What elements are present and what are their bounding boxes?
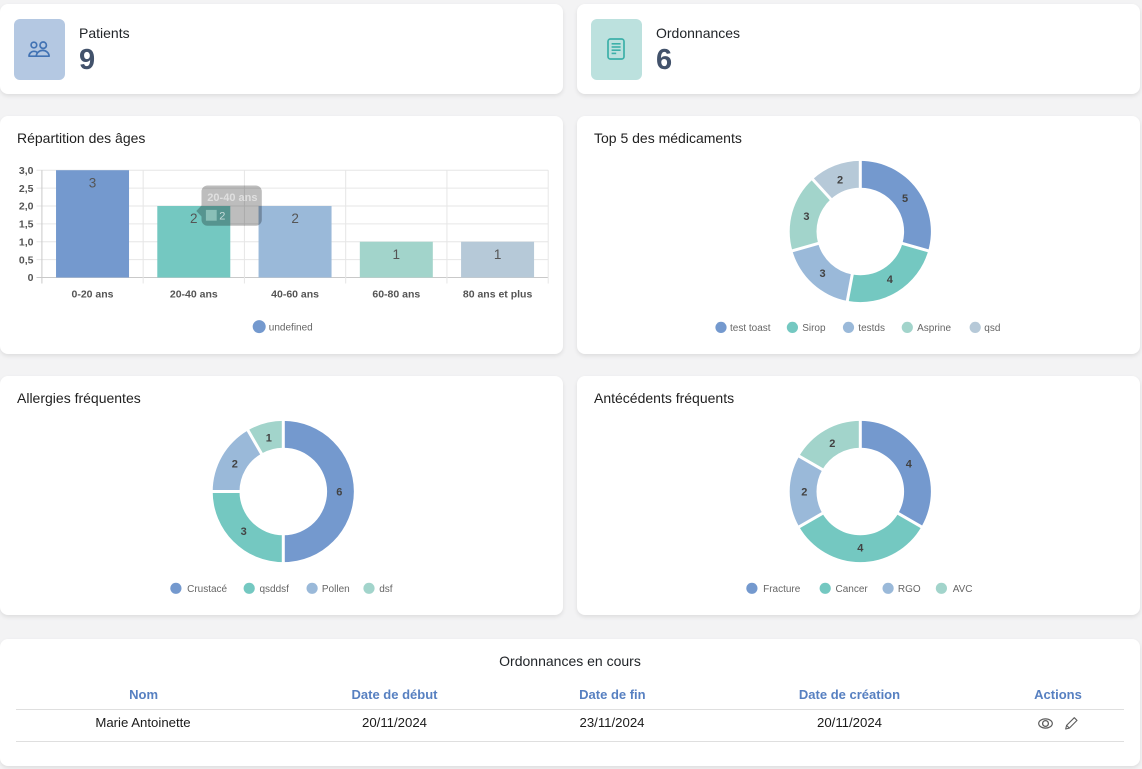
svg-text:dsf: dsf	[379, 584, 393, 595]
svg-text:qsd: qsd	[984, 323, 1000, 334]
svg-text:2: 2	[219, 210, 225, 222]
svg-text:1: 1	[266, 432, 272, 444]
svg-text:4: 4	[906, 459, 913, 471]
svg-text:Cancer: Cancer	[836, 584, 869, 595]
svg-text:AVC: AVC	[953, 584, 973, 595]
svg-text:2: 2	[829, 438, 835, 450]
svg-text:Asprine: Asprine	[917, 323, 951, 334]
svg-text:6: 6	[336, 487, 342, 499]
svg-text:RGO: RGO	[898, 584, 921, 595]
svg-text:0,5: 0,5	[19, 254, 34, 266]
svg-text:3: 3	[241, 526, 247, 538]
svg-text:20-40 ans: 20-40 ans	[170, 289, 218, 301]
svg-text:1,0: 1,0	[19, 236, 34, 248]
svg-text:20-40 ans: 20-40 ans	[207, 192, 257, 204]
svg-text:40-60 ans: 40-60 ans	[271, 289, 319, 301]
svg-text:qsddsf: qsddsf	[260, 584, 290, 595]
svg-text:2: 2	[232, 459, 238, 471]
svg-text:2: 2	[837, 174, 843, 186]
svg-text:4: 4	[887, 274, 894, 286]
svg-text:3: 3	[803, 211, 809, 223]
svg-text:60-80 ans: 60-80 ans	[372, 289, 420, 301]
svg-text:5: 5	[902, 193, 908, 205]
svg-text:1,5: 1,5	[19, 219, 34, 231]
svg-text:2: 2	[291, 211, 299, 226]
svg-text:0-20 ans: 0-20 ans	[71, 289, 113, 301]
svg-text:test toast: test toast	[730, 323, 771, 334]
svg-text:3: 3	[820, 268, 826, 280]
svg-text:Pollen: Pollen	[322, 584, 350, 595]
svg-text:undefined: undefined	[269, 322, 313, 333]
svg-text:2,5: 2,5	[19, 183, 34, 195]
svg-text:Fracture: Fracture	[763, 584, 801, 595]
svg-text:1: 1	[393, 247, 401, 262]
svg-text:Sirop: Sirop	[802, 323, 826, 334]
svg-text:Crustacé: Crustacé	[187, 584, 227, 595]
svg-text:3,0: 3,0	[19, 165, 34, 177]
svg-text:1: 1	[494, 247, 502, 262]
svg-text:testds: testds	[858, 323, 885, 334]
svg-text:2: 2	[801, 487, 807, 499]
svg-text:0: 0	[28, 272, 34, 284]
svg-text:2,0: 2,0	[19, 201, 34, 213]
svg-text:80 ans et plus: 80 ans et plus	[463, 289, 533, 301]
svg-text:3: 3	[89, 175, 97, 190]
svg-text:2: 2	[190, 211, 198, 226]
svg-text:4: 4	[857, 543, 864, 555]
